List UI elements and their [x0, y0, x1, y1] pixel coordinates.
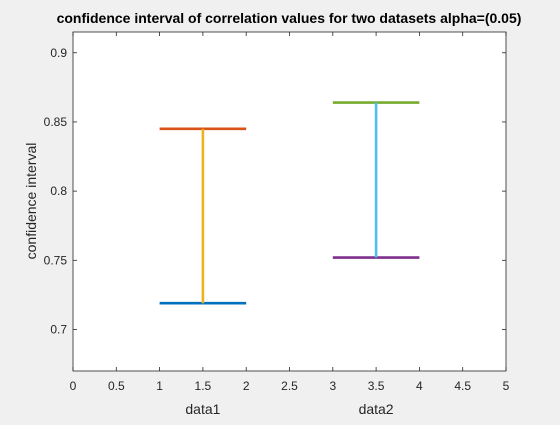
y-tick-label: 0.7: [50, 322, 67, 336]
category-label-data1: data1: [185, 401, 220, 417]
series-layer: [159, 101, 420, 305]
x-tick-label: 0.5: [108, 379, 125, 393]
x-tick-label: 1: [156, 379, 163, 393]
chart-title: confidence interval of correlation value…: [57, 10, 522, 26]
x-tick-label: 1.5: [195, 379, 212, 393]
y-axis-label: confidence interval: [23, 143, 39, 260]
x-tick-label: 3.5: [368, 379, 385, 393]
x-tick-label: 4.5: [454, 379, 471, 393]
y-tick-label: 0.85: [44, 115, 68, 129]
x-tick-label: 2: [243, 379, 250, 393]
axes-layer: 0 0.5 1 1.5 2 2.5 3 3.5 4 4.5 5 0.7 0.75 0.8 0.85 0.9 da…: [44, 31, 510, 417]
x-tick-label: 4: [416, 379, 423, 393]
x-tick-label: 3: [329, 379, 336, 393]
y-tick-label: 0.8: [50, 184, 67, 198]
y-tick-label: 0.75: [44, 253, 68, 267]
x-tick-label: 0: [70, 379, 77, 393]
category-label-data2: data2: [359, 401, 394, 417]
y-tick-label: 0.9: [50, 46, 67, 60]
x-tick-label: 2.5: [281, 379, 298, 393]
x-tick-label: 5: [503, 379, 510, 393]
plot-area: [73, 32, 506, 371]
